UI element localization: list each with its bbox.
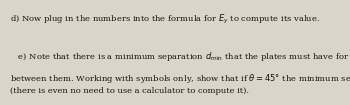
Text: d) Now plug in the numbers into the formula for $E_y$ to compute its value.: d) Now plug in the numbers into the form… bbox=[10, 13, 321, 26]
Text: between them. Working with symbols only, show that if $\theta = 45°$ the minimum: between them. Working with symbols only,… bbox=[10, 69, 350, 90]
Text: (there is even no need to use a calculator to compute it).: (there is even no need to use a calculat… bbox=[10, 87, 250, 95]
Text: e) Note that there is a minimum separation $d_{\mathrm{min}}$ that the plates mu: e) Note that there is a minimum separati… bbox=[10, 50, 350, 63]
